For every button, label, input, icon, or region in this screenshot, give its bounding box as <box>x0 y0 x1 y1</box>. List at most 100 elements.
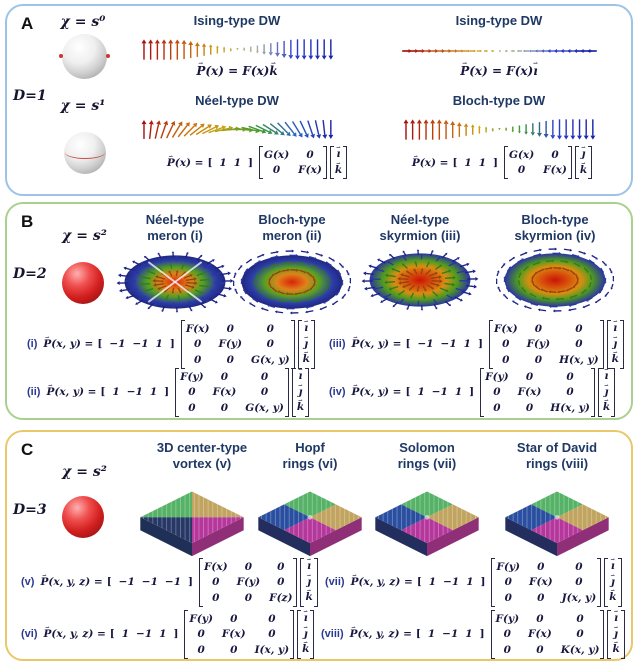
matrix-cell: 0 <box>226 353 234 366</box>
matrix-cell: 0 <box>576 628 584 641</box>
transform-matrix-2x2: G(x) 0 0 F(x) <box>259 146 327 180</box>
transform-matrix-3x3: F(y) 0 0 0 F(x) 0 0 0 H(x, y) <box>480 368 595 417</box>
header-hopf-rings: Hopf rings (vi) <box>282 440 338 471</box>
matrix-cell: k <box>609 591 616 605</box>
transform-matrix-3x3: F(x) 0 0 0 F(y) 0 0 0 F(z) <box>198 558 298 607</box>
equation-lhs: (x, y) = <box>51 338 94 351</box>
ising-dw-horizontal-field <box>402 44 597 58</box>
matrix-cell: −1 <box>431 386 448 399</box>
sphere-equator-ring <box>65 146 105 160</box>
matrix-cell: 0 <box>536 613 544 626</box>
dimension-label-d2: D=2 <box>13 266 47 282</box>
matrix-cell: 0 <box>566 371 574 384</box>
equation-vi: (vi) P(x, y, z) = 1 −1 1 F(y) 0 0 0 F(x) 0 0 0 I(x… <box>21 610 315 659</box>
matrix-cell: ı <box>298 370 302 384</box>
star-of-david-rings-figure <box>497 476 617 566</box>
coefficient-row-vector: 1 −1 1 <box>405 386 474 398</box>
basis-column-vector: ıȷk <box>297 610 315 659</box>
coefficient-row-vector: 11 <box>207 157 253 169</box>
neel-meron-figure <box>116 246 234 318</box>
equation-tag: (ii) <box>27 386 41 399</box>
basis-column-vector: ıȷk <box>297 320 316 369</box>
matrix-cell: 1 <box>478 156 487 169</box>
matrix-cell: 1 <box>428 576 437 589</box>
hopf-rings-figure <box>250 476 370 566</box>
basis-column-vector: ıȷk <box>300 558 319 607</box>
matrix-cell: 0 <box>197 643 205 656</box>
matrix-cell: F(x) <box>185 323 210 336</box>
dimension-label-d3: D=3 <box>13 502 47 518</box>
matrix-cell: 0 <box>575 323 583 336</box>
matrix-cell: 0 <box>260 371 269 384</box>
neel-dw-title: Néel-type DW <box>195 93 279 108</box>
matrix-cell: F(x) <box>298 164 322 177</box>
matrix-cell: 0 <box>502 338 510 351</box>
matrix-cell: 0 <box>194 353 202 366</box>
equation-lhs: (x, y, z) = <box>357 628 412 641</box>
matrix-cell: k <box>302 643 309 657</box>
equation-tag: (i) <box>27 338 38 351</box>
matrix-cell: ȷ <box>304 338 308 352</box>
matrix-cell: 0 <box>537 591 545 604</box>
header-neel-meron: Néel-type meron (i) <box>145 212 205 243</box>
order-parameter-sphere-s2 <box>62 496 104 538</box>
matrix-cell: ı <box>611 560 615 574</box>
matrix-cell: F(x) <box>528 576 553 589</box>
coefficient-row-vector: −1 −1 1 <box>405 338 482 350</box>
bloch-dw-title: Bloch-type DW <box>452 93 546 108</box>
matrix-cell: ȷ <box>304 628 308 642</box>
sphere-pole-dot-left <box>59 54 63 58</box>
equation-body: (x) = F(x) <box>205 64 270 78</box>
matrix-cell: 0 <box>266 338 274 351</box>
matrix-cell: K(x, y) <box>560 643 600 656</box>
basis-column-vector: ıȷk <box>291 368 310 417</box>
bloch-skyrmion-figure <box>496 244 614 316</box>
order-parameter-sphere-s0 <box>59 34 110 79</box>
header-star-of-david-rings: Star of David rings (viii) <box>516 440 598 471</box>
equation-viii: (viii) P(x, y, z) = 1 −1 1 F(y) 0 0 0 F(x) 0 0 0 K… <box>321 610 626 659</box>
matrix-cell: 0 <box>306 149 314 161</box>
equation-ii: (ii) P(x, y) = 1 −1 1 F(y) 0 0 0 F(x) 0 0 0 G(x, y… <box>27 368 310 417</box>
matrix-cell: 0 <box>493 401 501 414</box>
matrix-cell: 0 <box>517 164 526 177</box>
coefficient-row-vector: 11 <box>452 157 498 169</box>
matrix-cell: ı <box>304 612 308 626</box>
panel-A: A χ = s⁰ D=1 χ = s¹ Ising-type DW P(x) =… <box>5 4 633 196</box>
sphere-pole-dot-right <box>106 54 110 58</box>
matrix-cell: 0 <box>212 591 220 604</box>
matrix-cell: ȷ <box>299 386 303 400</box>
vector-P: P <box>196 64 205 78</box>
matrix-cell: 0 <box>230 643 238 656</box>
matrix-cell: 0 <box>226 323 234 336</box>
coefficient-row-vector: 1 −1 1 <box>110 628 179 640</box>
matrix-cell: F(y) <box>189 613 213 626</box>
matrix-cell: k <box>603 401 610 415</box>
matrix-cell: 1 <box>417 386 425 399</box>
matrix-cell: 0 <box>194 338 202 351</box>
equation-ising-left: P(x) = F(x) k <box>137 64 337 78</box>
panel-c-label: C <box>21 440 34 459</box>
equation-tag: (viii) <box>321 628 344 641</box>
transform-matrix-3x3: F(y) 0 0 0 F(x) 0 0 0 I(x, y) <box>184 610 294 659</box>
panel-B: B χ = s² D=2 Néel-type meron (i) Bloch-t… <box>5 202 633 420</box>
equation-i: (i) P(x, y) = −1 −1 1 F(x) 0 0 0 F(y) 0 0 0 G(x, y… <box>27 320 316 369</box>
vector-P: P <box>350 628 358 640</box>
matrix-cell: 0 <box>212 576 220 589</box>
equation-lhs: (x) = <box>174 156 204 169</box>
matrix-cell: F(x) <box>528 628 552 641</box>
panel-a-label: A <box>21 14 34 33</box>
matrix-cell: 0 <box>188 386 196 399</box>
matrix-cell: G(x) <box>264 149 290 161</box>
equation-bloch-dw: P(x) = 11 G(x) 0 0 F(x) ȷk <box>395 146 609 180</box>
matrix-cell: 0 <box>534 323 542 336</box>
matrix-cell: 1 <box>233 156 242 169</box>
equation-vii: (vii) P(x, y, z) = 1 −1 1 F(y) 0 0 0 F(x) 0 0 0 J(… <box>325 558 622 607</box>
matrix-cell: −1 <box>118 576 135 589</box>
equation-body: (x) = F(x) <box>469 64 534 78</box>
matrix-cell: 1 <box>155 338 163 351</box>
equation-lhs: (x, y) = <box>359 386 402 399</box>
matrix-cell: 0 <box>575 338 583 351</box>
matrix-cell: 0 <box>220 371 229 384</box>
transform-matrix-3x3: F(x) 0 0 0 F(y) 0 0 0 G(x, y) <box>180 320 295 369</box>
matrix-cell: −1 <box>440 338 457 351</box>
